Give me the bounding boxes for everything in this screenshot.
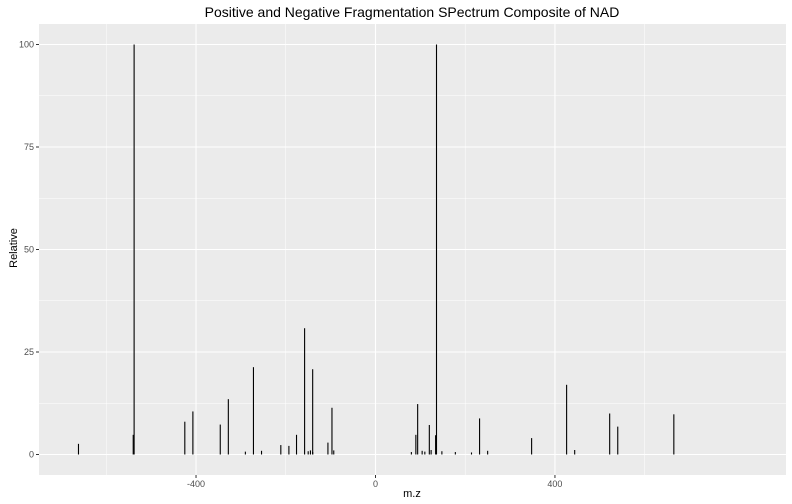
x-tick-label: -400	[187, 479, 205, 489]
spectrum-bars	[77, 44, 675, 455]
chart-title: Positive and Negative Fragmentation SPec…	[205, 4, 620, 20]
y-tick-label: 100	[19, 40, 34, 50]
y-tick-label: 50	[24, 245, 34, 255]
grid-lines	[39, 24, 786, 475]
y-axis-title: Relative	[8, 228, 20, 268]
y-tick-label: 0	[29, 450, 34, 460]
x-tick-label: 400	[547, 479, 562, 489]
x-axis-title: m.z	[403, 488, 421, 500]
y-axis-ticks: 0 25 50 75 100	[19, 40, 39, 460]
x-tick-label: 0	[373, 479, 378, 489]
y-tick-label: 75	[24, 142, 34, 152]
y-tick-label: 25	[24, 347, 34, 357]
x-axis-ticks: -400 0 400	[187, 475, 562, 489]
